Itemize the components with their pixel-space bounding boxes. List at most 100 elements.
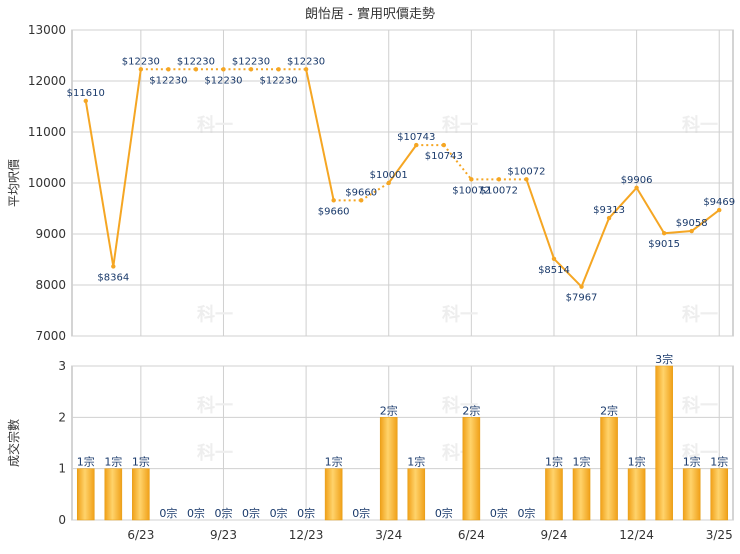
price-watermark: 科一 <box>442 304 478 326</box>
price-data-label: $9906 <box>621 175 653 186</box>
price-line-segment <box>112 69 142 267</box>
price-line-segment <box>443 144 473 180</box>
price-point <box>276 67 281 72</box>
price-line-segment <box>691 209 720 232</box>
volume-bar <box>627 468 646 521</box>
price-data-label: $11610 <box>67 88 105 99</box>
volume-bar <box>710 468 729 521</box>
price-line-segment <box>305 69 335 201</box>
price-point <box>221 67 226 72</box>
volume-bar <box>379 417 398 521</box>
price-point <box>441 142 447 148</box>
price-data-label: $12230 <box>122 56 160 67</box>
price-watermark: 科一 <box>682 114 718 136</box>
price-point <box>111 264 116 269</box>
volume-data-label: 0宗 <box>242 506 260 520</box>
volume-plot-frame <box>71 365 734 521</box>
price-point <box>606 215 612 221</box>
volume-bar <box>324 468 343 521</box>
price-point <box>386 180 391 186</box>
volume-data-label: 1宗 <box>407 455 425 469</box>
price-line-segment <box>84 100 115 267</box>
volume-data-label: 2宗 <box>380 403 398 417</box>
price-data-label: $9313 <box>593 205 625 216</box>
volume-data-label: 0宗 <box>187 506 205 520</box>
volume-bar <box>462 417 481 521</box>
price-y-axis-label: 平均呎價 <box>7 159 21 207</box>
volume-data-label: 1宗 <box>545 455 563 469</box>
price-y-tick-label: 11000 <box>28 125 66 139</box>
price-data-label: $9469 <box>703 197 735 208</box>
price-data-label: $12230 <box>177 56 215 67</box>
price-data-label: $9015 <box>648 239 680 250</box>
volume-data-label: 0宗 <box>270 506 288 520</box>
price-y-tick-label: 7000 <box>35 329 66 343</box>
volume-y-tick-label: 1 <box>58 462 66 476</box>
price-data-label: $12230 <box>287 56 325 67</box>
price-line-segment <box>387 144 418 184</box>
price-data-label: $12230 <box>204 75 242 86</box>
price-line-segment <box>580 217 610 288</box>
volume-data-label: 1宗 <box>683 455 701 469</box>
volume-data-label: 2宗 <box>462 403 480 417</box>
price-point <box>661 231 667 236</box>
volume-data-label: 0宗 <box>490 506 508 520</box>
volume-data-label: 3宗 <box>655 352 673 366</box>
price-y-tick-label: 9000 <box>35 227 66 241</box>
price-point <box>496 177 502 182</box>
price-y-tick-label: 12000 <box>28 74 66 88</box>
volume-bar <box>104 468 123 521</box>
price-point <box>193 67 199 72</box>
volume-data-label: 2宗 <box>600 403 618 417</box>
x-tick-label: 6/23 <box>127 528 154 542</box>
volume-y-tick-label: 3 <box>58 359 66 373</box>
volume-data-label: 0宗 <box>517 506 535 520</box>
chart-title: 朗怡居 - 實用呎價走勢 <box>305 6 435 22</box>
volume-watermark: 科一 <box>197 394 233 416</box>
x-tick-label: 9/24 <box>541 528 568 542</box>
price-point <box>634 185 639 190</box>
price-watermark: 科一 <box>682 304 718 326</box>
price-point <box>717 207 722 213</box>
price-line-segment <box>608 187 638 219</box>
price-data-label: $9058 <box>676 218 708 229</box>
price-point <box>579 284 584 289</box>
price-line-segment <box>525 179 555 260</box>
price-point <box>469 177 474 182</box>
volume-data-label: 1宗 <box>628 455 646 469</box>
volume-bar <box>76 468 95 521</box>
x-tick-label: 6/24 <box>458 528 485 542</box>
price-point <box>414 142 419 148</box>
price-point <box>138 67 144 72</box>
volume-data-label: 1宗 <box>104 455 122 469</box>
price-point <box>248 67 254 72</box>
x-tick-label: 3/24 <box>375 528 402 542</box>
volume-data-label: 0宗 <box>352 506 370 520</box>
price-data-label: $10001 <box>370 170 408 181</box>
price-data-label: $12230 <box>232 56 270 67</box>
volume-data-label: 0宗 <box>297 506 315 520</box>
volume-watermark: 科一 <box>682 394 718 416</box>
volume-data-label: 1宗 <box>573 455 591 469</box>
price-watermark: 科一 <box>197 304 233 326</box>
volume-data-label: 1宗 <box>132 455 150 469</box>
volume-bar <box>407 468 426 521</box>
price-data-label: $12230 <box>259 75 297 86</box>
price-y-tick-label: 13000 <box>28 23 66 37</box>
volume-bar <box>572 468 591 521</box>
price-data-label: $10743 <box>425 151 463 162</box>
volume-data-label: 0宗 <box>214 506 232 520</box>
x-tick-label: 12/24 <box>619 528 654 542</box>
price-watermark: 科一 <box>197 114 233 136</box>
price-y-tick-label: 10000 <box>28 176 66 190</box>
volume-bar <box>655 365 673 521</box>
price-line-segment <box>360 182 390 202</box>
volume-watermark: 科一 <box>197 442 233 464</box>
price-point <box>166 67 171 72</box>
volume-y-tick-label: 2 <box>58 410 66 424</box>
price-data-label: $7967 <box>566 293 598 304</box>
x-tick-label: 12/23 <box>289 528 324 542</box>
price-point <box>331 198 336 203</box>
